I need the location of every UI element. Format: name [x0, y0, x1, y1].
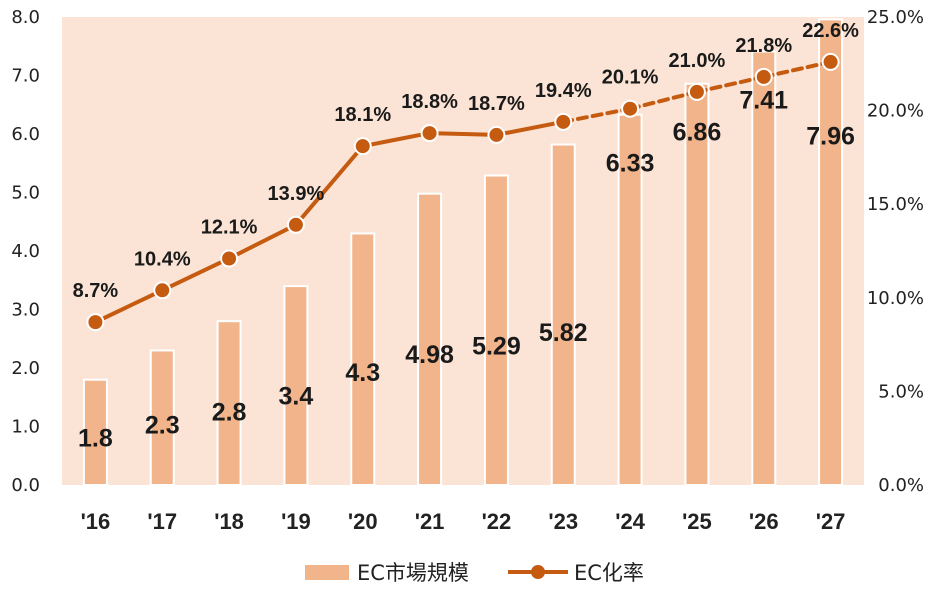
- bar-data-label: 7.41: [739, 87, 788, 115]
- x-tick-label: '20: [348, 509, 378, 534]
- y-right-tick-label: 15.0%: [867, 194, 924, 215]
- line-point: [621, 99, 640, 118]
- bar-data-label: 3.4: [279, 382, 314, 410]
- bar: [216, 320, 242, 487]
- y-left-tick-label: 1.0: [11, 417, 40, 438]
- y-right-tick-label: 5.0%: [878, 381, 924, 402]
- bar-data-label: 1.8: [78, 425, 113, 453]
- y-right-tick-label: 0.0%: [878, 475, 924, 496]
- bar: [550, 143, 576, 486]
- line-segment: [761, 59, 833, 79]
- line-point: [420, 124, 439, 143]
- line-data-label: 18.1%: [334, 104, 391, 126]
- x-tick-label: '21: [415, 509, 445, 534]
- y-left-tick-label: 6.0: [11, 124, 40, 145]
- x-tick-label: '26: [749, 509, 779, 534]
- bar-data-label: 2.3: [145, 411, 180, 439]
- line-point: [754, 67, 773, 86]
- line-segment: [694, 74, 766, 94]
- bar-series: [82, 18, 844, 487]
- x-axis: '16 '17 '18 '19 '20 '21 '22 '23 '24 '25 '26 '27: [81, 509, 846, 534]
- x-tick-label: '22: [482, 509, 512, 534]
- y-left-tick-label: 0.0: [11, 475, 40, 496]
- bar-data-label: 6.86: [673, 119, 722, 147]
- line-segment: [494, 119, 566, 137]
- bar-data-label: 6.33: [606, 150, 655, 178]
- line-data-label: 22.6%: [802, 20, 859, 42]
- bar-data-label: 5.82: [539, 319, 588, 347]
- line-segment: [160, 256, 232, 293]
- line-segment: [628, 89, 699, 111]
- bar: [417, 192, 443, 486]
- y-right-tick-label: 25.0%: [867, 7, 924, 28]
- line-segment: [427, 131, 499, 137]
- y-right-tick-label: 10.0%: [867, 288, 924, 309]
- bar-data-labels: 1.8 2.3 2.8 3.4 4.3 4.98 5.29 5.82 6.33 6.86 7.41 7…: [78, 87, 855, 453]
- y-left-tick-label: 7.0: [11, 66, 40, 87]
- line-segment: [561, 106, 633, 124]
- legend: EC市場規模 EC化率: [305, 561, 644, 585]
- legend-bar-label: EC市場規模: [357, 561, 469, 585]
- line-data-labels: 8.7% 10.4% 12.1% 13.9% 18.1% 18.8% 18.7% 19.4% 2…: [73, 20, 860, 302]
- legend-line-marker: [531, 565, 545, 579]
- line-point: [353, 137, 372, 156]
- line-data-label: 18.8%: [401, 91, 458, 113]
- line-point: [86, 313, 105, 332]
- line-point: [554, 112, 573, 131]
- y-left-tick-label: 3.0: [11, 300, 40, 321]
- bar-data-label: 4.3: [345, 359, 380, 387]
- bar: [82, 378, 108, 487]
- line-point: [153, 281, 172, 300]
- line-point: [687, 82, 706, 101]
- line-point: [220, 249, 239, 268]
- bar-data-label: 4.98: [405, 341, 454, 369]
- y-right-axis: 0.0% 5.0% 10.0% 15.0% 20.0% 25.0%: [867, 7, 924, 496]
- legend-line-label: EC化率: [574, 561, 644, 585]
- bar-data-label: 7.96: [806, 122, 855, 150]
- line-data-label: 18.7%: [468, 93, 525, 115]
- bar: [483, 174, 509, 486]
- line-data-label: 10.4%: [134, 248, 191, 270]
- line-series: [86, 52, 840, 332]
- x-tick-label: '19: [281, 509, 311, 534]
- y-left-tick-label: 4.0: [11, 241, 40, 262]
- x-tick-label: '25: [682, 509, 712, 534]
- legend-bar-swatch: [305, 565, 349, 580]
- line-segment: [93, 288, 165, 325]
- y-left-axis: 0.0 1.0 2.0 3.0 4.0 5.0 6.0 7.0 8.0: [11, 7, 40, 496]
- x-tick-label: '18: [214, 509, 244, 534]
- y-left-tick-label: 8.0: [11, 7, 40, 28]
- line-segment: [293, 144, 365, 227]
- line-data-label: 19.4%: [535, 80, 592, 102]
- bar: [818, 18, 844, 487]
- x-tick-label: '24: [615, 509, 645, 534]
- x-tick-label: '23: [548, 509, 578, 534]
- line-point: [286, 215, 305, 234]
- bar-data-label: 5.29: [472, 333, 521, 361]
- line-segment: [227, 222, 298, 261]
- y-left-tick-label: 5.0: [11, 183, 40, 204]
- y-left-tick-label: 2.0: [11, 358, 40, 379]
- line-data-label: 13.9%: [268, 183, 325, 205]
- plot-area: [62, 17, 864, 485]
- line-segment: [360, 131, 432, 149]
- x-tick-label: '27: [816, 509, 846, 534]
- x-tick-label: '16: [81, 509, 111, 534]
- line-data-label: 21.8%: [735, 35, 792, 57]
- line-data-label: 21.0%: [669, 50, 726, 72]
- bar: [283, 285, 309, 486]
- line-point: [821, 52, 840, 71]
- line-point: [487, 125, 506, 144]
- line-data-label: 20.1%: [602, 67, 659, 89]
- bar: [751, 50, 777, 486]
- y-right-tick-label: 20.0%: [867, 101, 924, 122]
- line-data-label: 12.1%: [201, 216, 258, 238]
- x-tick-label: '17: [147, 509, 177, 534]
- bar: [149, 349, 175, 487]
- bar: [350, 232, 376, 486]
- line-data-label: 8.7%: [73, 280, 119, 302]
- bar-data-label: 2.8: [212, 398, 247, 426]
